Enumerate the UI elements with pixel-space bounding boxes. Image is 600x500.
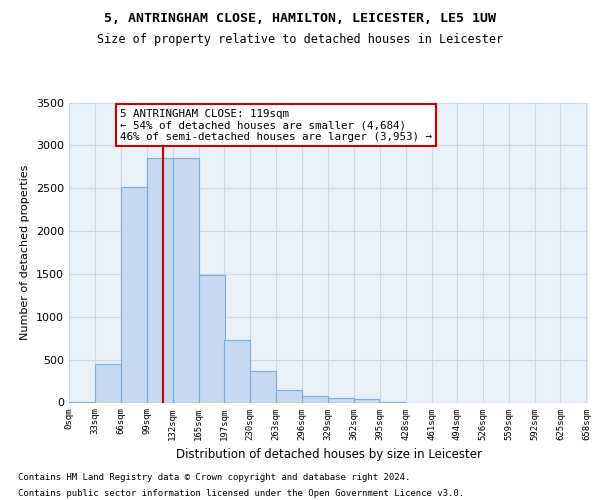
Bar bbox=[199, 275, 224, 402]
Bar bbox=[224, 340, 250, 402]
Bar bbox=[354, 398, 379, 402]
Bar bbox=[147, 158, 173, 402]
Text: Size of property relative to detached houses in Leicester: Size of property relative to detached ho… bbox=[97, 32, 503, 46]
Text: 5 ANTRINGHAM CLOSE: 119sqm
← 54% of detached houses are smaller (4,684)
46% of s: 5 ANTRINGHAM CLOSE: 119sqm ← 54% of deta… bbox=[120, 108, 432, 142]
Bar bbox=[250, 371, 275, 402]
Y-axis label: Number of detached properties: Number of detached properties bbox=[20, 165, 31, 340]
Text: Contains public sector information licensed under the Open Government Licence v3: Contains public sector information licen… bbox=[18, 489, 464, 498]
Bar bbox=[95, 364, 121, 403]
Text: Contains HM Land Registry data © Crown copyright and database right 2024.: Contains HM Land Registry data © Crown c… bbox=[18, 472, 410, 482]
Bar bbox=[121, 186, 147, 402]
Bar bbox=[328, 398, 353, 402]
Bar bbox=[302, 396, 328, 402]
Bar bbox=[173, 158, 199, 402]
X-axis label: Distribution of detached houses by size in Leicester: Distribution of detached houses by size … bbox=[176, 448, 482, 461]
Bar bbox=[276, 390, 302, 402]
Text: 5, ANTRINGHAM CLOSE, HAMILTON, LEICESTER, LE5 1UW: 5, ANTRINGHAM CLOSE, HAMILTON, LEICESTER… bbox=[104, 12, 496, 26]
